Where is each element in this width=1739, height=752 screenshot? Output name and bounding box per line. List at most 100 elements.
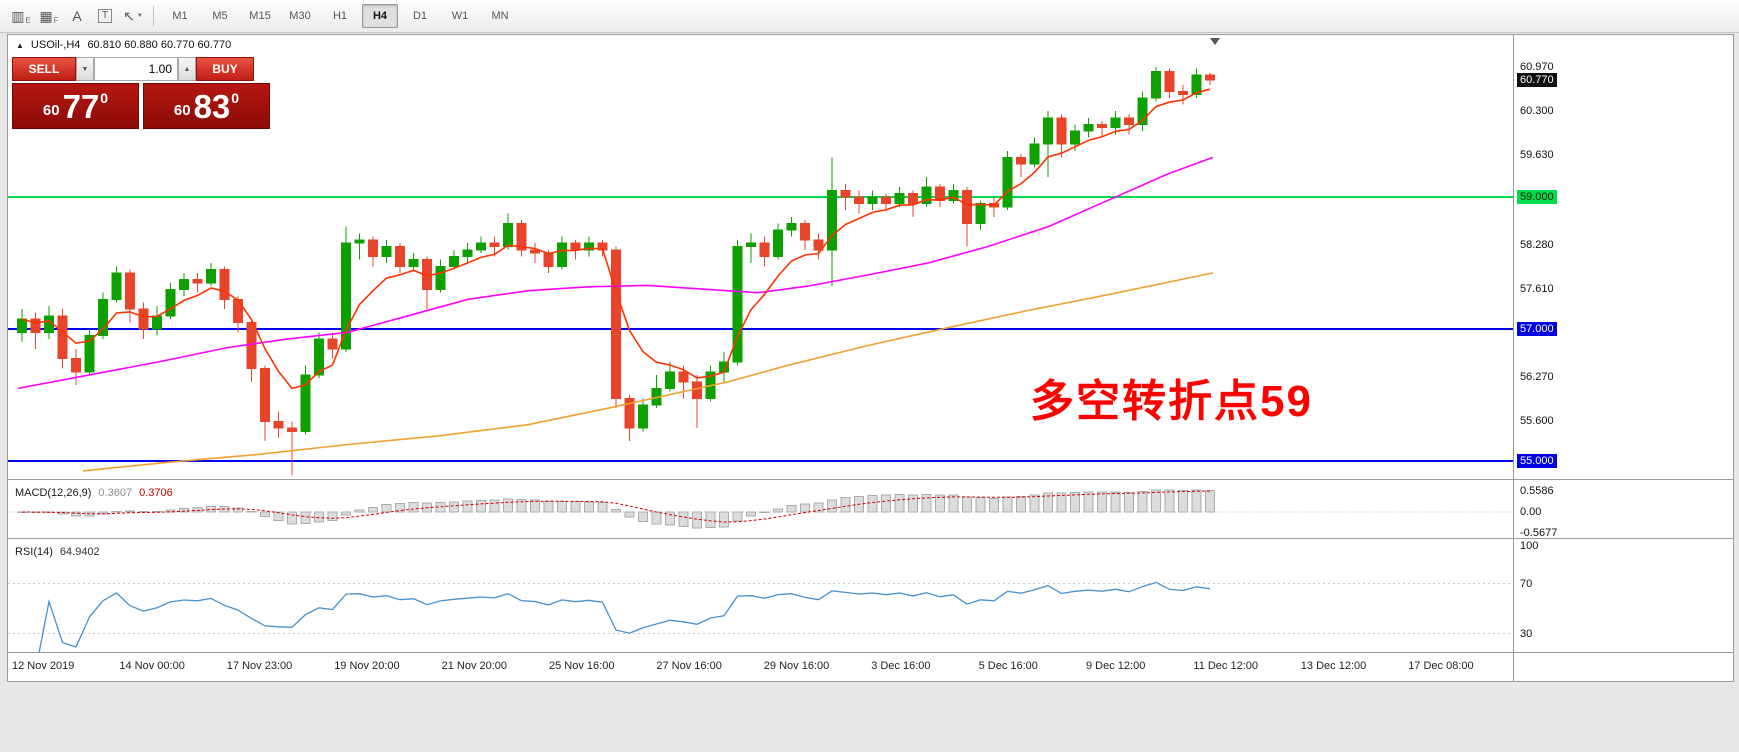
time-axis-label: 29 Nov 16:00 — [763, 660, 830, 672]
price-axis-label: 58.280 — [1520, 238, 1554, 251]
buy-button[interactable]: BUY — [196, 57, 254, 81]
one-click-trading-panel: SELL ▼ ▲ BUY 60 77 0 60 83 0 — [12, 57, 274, 129]
rsi-axis-label: 30 — [1520, 627, 1533, 640]
macd-histogram — [17, 489, 1215, 529]
timeframe-group: M1 M5 M15 M30 H1 H4 D1 W1 MN — [161, 4, 519, 28]
timeframe-button-m30[interactable]: M30 — [289, 10, 311, 22]
timeframe-button-h4[interactable]: H4 — [362, 4, 398, 28]
timeframe-button-mn[interactable]: MN — [491, 10, 509, 22]
buy-price-tile[interactable]: 60 83 0 — [143, 83, 270, 129]
time-axis-label: 21 Nov 20:00 — [441, 660, 508, 672]
text-box-icon: T — [97, 9, 113, 23]
price-axis-label: 59.630 — [1520, 149, 1554, 162]
buy-price-prefix: 60 — [173, 101, 191, 119]
macd-axis-label: 0.00 — [1520, 506, 1542, 518]
time-axis-label: 14 Nov 00:00 — [119, 660, 185, 672]
time-axis-label: 27 Nov 16:00 — [656, 660, 722, 672]
timeframe-button-m1[interactable]: M1 — [172, 10, 188, 22]
time-axis-label: 5 Dec 16:00 — [978, 660, 1038, 672]
price-axis-label: 57.610 — [1520, 282, 1554, 295]
tool-subscript: E — [25, 15, 31, 25]
price-tiles: 60 77 0 60 83 0 — [12, 83, 274, 129]
time-axis-label: 11 Dec 12:00 — [1193, 660, 1259, 672]
price-axis-label: 56.270 — [1520, 371, 1554, 384]
panel-separator[interactable] — [8, 479, 1733, 480]
tool-chart-style[interactable]: ▥ E — [8, 3, 34, 29]
volume-input[interactable] — [94, 57, 178, 81]
chart-ohlc-values: 60.810 60.880 60.770 60.770 — [87, 39, 232, 51]
ma-fast-line — [21, 88, 1211, 390]
chart-title: ▲ USOil-,H4 60.810 60.880 60.770 60.770 — [16, 39, 231, 51]
tool-grid[interactable]: ▦ F — [36, 3, 62, 29]
horizontal-lines[interactable] — [8, 196, 1513, 462]
macd-indicator-name: MACD(12,26,9) — [15, 487, 92, 499]
rsi-axis-label: 70 — [1520, 577, 1533, 590]
ma-slow-line — [82, 272, 1214, 472]
price-line-badge: 55.000 — [1517, 454, 1557, 468]
tool-pointer-tool[interactable]: ↖ ▼ — [120, 3, 146, 29]
trade-controls-row: SELL ▼ ▲ BUY — [12, 57, 274, 81]
buy-price-big: 83 — [193, 87, 231, 125]
time-axis-label: 17 Dec 08:00 — [1408, 660, 1474, 672]
volume-stepper-up-icon[interactable]: ▲ — [178, 57, 196, 81]
sell-price-big: 77 — [62, 87, 100, 125]
tool-group: ▥ E ▦ F A T ↖ ▼ — [8, 3, 146, 29]
panel-separator[interactable] — [8, 538, 1733, 539]
sell-price-sup: 0 — [100, 90, 109, 106]
rsi-panel-canvas[interactable] — [8, 540, 1513, 652]
price-axis[interactable]: 60.970 60.300 59.630 58.280 57.610 56.270 55.6… — [1513, 35, 1733, 681]
time-axis-label: 12 Nov 2019 — [12, 660, 75, 672]
time-axis[interactable]: 12 Nov 2019 14 Nov 00:00 17 Nov 23:00 19 No… — [8, 654, 1513, 681]
tool-text-label[interactable]: A — [64, 3, 90, 29]
trade-panel-collapse-icon[interactable]: ▲ — [16, 40, 24, 50]
time-axis-label: 25 Nov 16:00 — [549, 660, 615, 672]
grid-icon: ▦ — [39, 7, 53, 24]
current-price-badge: 60.770 — [1517, 73, 1557, 88]
ma-mid-line — [17, 156, 1214, 390]
chart-window: ▲ USOil-,H4 60.810 60.880 60.770 60.770 … — [7, 34, 1734, 682]
chart-symbol-period: USOil-,H4 — [30, 39, 81, 51]
sell-price-tile[interactable]: 60 77 0 — [12, 83, 139, 129]
timeframe-button-h1[interactable]: H1 — [332, 10, 348, 22]
sell-button[interactable]: SELL — [12, 57, 76, 81]
panel-separator[interactable] — [8, 652, 1733, 653]
macd-axis-label: 0.5586 — [1520, 484, 1554, 497]
sell-price-prefix: 60 — [42, 101, 60, 119]
chart-style-icon: ▥ — [11, 7, 25, 24]
time-axis-label: 19 Nov 20:00 — [334, 660, 400, 672]
rsi-line — [38, 581, 1211, 652]
timeframe-button-m5[interactable]: M5 — [212, 10, 228, 22]
macd-label: MACD(12,26,9) 0.3607 0.3706 — [15, 487, 173, 499]
macd-axis-label: -0.5677 — [1520, 527, 1558, 540]
time-axis-label: 9 Dec 12:00 — [1086, 660, 1146, 672]
time-axis-label: 17 Nov 23:00 — [226, 660, 293, 672]
chart-shift-marker-icon — [1210, 38, 1220, 45]
macd-main-value: 0.3607 — [98, 487, 133, 499]
rsi-label: RSI(14) 64.9402 — [15, 546, 100, 558]
tool-subscript: F — [53, 15, 59, 25]
price-axis-label: 55.600 — [1520, 415, 1554, 428]
rsi-value: 64.9402 — [59, 546, 100, 558]
timeframe-button-w1[interactable]: W1 — [451, 10, 469, 22]
trade-options-dropdown-icon[interactable]: ▼ — [76, 57, 94, 81]
chart-annotation: 多空转折点59 — [1030, 377, 1313, 426]
timeframe-button-m15[interactable]: M15 — [249, 10, 271, 22]
time-axis-label: 3 Dec 16:00 — [871, 660, 931, 672]
macd-signal-value: 0.3706 — [139, 487, 173, 499]
time-axis-label: 13 Dec 12:00 — [1300, 660, 1367, 672]
rsi-axis-label: 100 — [1520, 540, 1539, 552]
macd-panel-canvas[interactable] — [8, 481, 1513, 538]
toolbar-separator — [153, 6, 154, 26]
price-line-badge: 59.000 — [1517, 190, 1557, 204]
pointer-tool-icon: ↖ — [123, 7, 135, 24]
rsi-indicator-name: RSI(14) — [15, 546, 53, 558]
macd-signal-line — [21, 490, 1211, 523]
toolbar: ▥ E ▦ F A T ↖ ▼ M1 M5 M15 M30 H1 H4 D1 W1 MN — [0, 0, 1739, 33]
tool-text-box[interactable]: T — [92, 3, 118, 29]
main-chart-canvas[interactable] — [8, 37, 1513, 479]
text-label-icon: A — [72, 8, 82, 24]
price-axis-label: 60.300 — [1520, 105, 1554, 118]
timeframe-button-d1[interactable]: D1 — [412, 10, 428, 22]
price-axis-label: 60.970 — [1520, 60, 1554, 73]
